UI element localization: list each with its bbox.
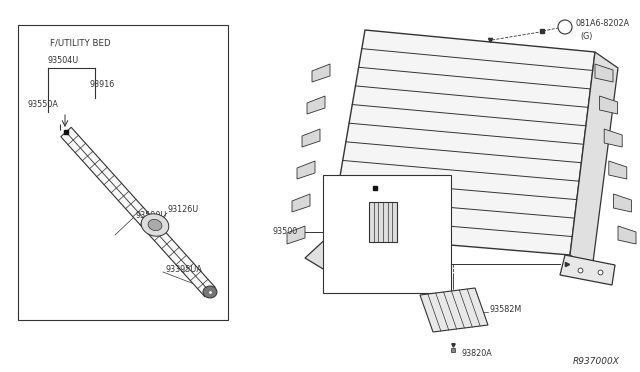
Ellipse shape [141,214,169,236]
Polygon shape [302,129,320,147]
Text: 93821M〈RH〉: 93821M〈RH〉 [332,215,385,224]
Polygon shape [613,194,632,212]
Polygon shape [292,194,310,212]
Text: 93690: 93690 [355,259,380,267]
Polygon shape [305,235,365,278]
Text: 93820A: 93820A [462,349,493,357]
Text: 93820AA: 93820AA [388,177,424,186]
Bar [18,25,228,320]
Text: 93590U: 93590U [135,211,166,219]
Ellipse shape [203,286,217,298]
Polygon shape [287,226,305,244]
Text: 93500: 93500 [273,228,298,237]
Text: 93504U: 93504U [48,56,79,65]
Text: 93826A: 93826A [332,240,363,248]
Circle shape [558,20,572,34]
Polygon shape [61,127,215,297]
Text: R937000X: R937000X [573,357,620,366]
Polygon shape [600,96,618,114]
Polygon shape [420,288,488,332]
Text: 93126U: 93126U [168,205,199,215]
Polygon shape [560,255,615,285]
Polygon shape [312,64,330,82]
Polygon shape [307,96,325,114]
Text: 93821MA〈LH〉: 93821MA〈LH〉 [332,228,389,237]
Text: B: B [562,22,568,32]
Bar [323,175,451,293]
Polygon shape [595,64,613,82]
Text: 93395UA: 93395UA [165,266,202,275]
Polygon shape [609,161,627,179]
Polygon shape [570,52,618,270]
Text: F/UTILITY BED: F/UTILITY BED [50,38,110,47]
Polygon shape [330,30,595,255]
Polygon shape [297,161,315,179]
Text: 081A6-8202A: 081A6-8202A [575,19,629,29]
Polygon shape [369,202,397,242]
Polygon shape [604,129,622,147]
Polygon shape [618,226,636,244]
Ellipse shape [148,219,162,231]
Text: 93550A: 93550A [28,100,59,109]
Text: 93916: 93916 [90,80,115,89]
Text: (G): (G) [580,32,593,41]
Text: 93582M: 93582M [490,305,522,314]
